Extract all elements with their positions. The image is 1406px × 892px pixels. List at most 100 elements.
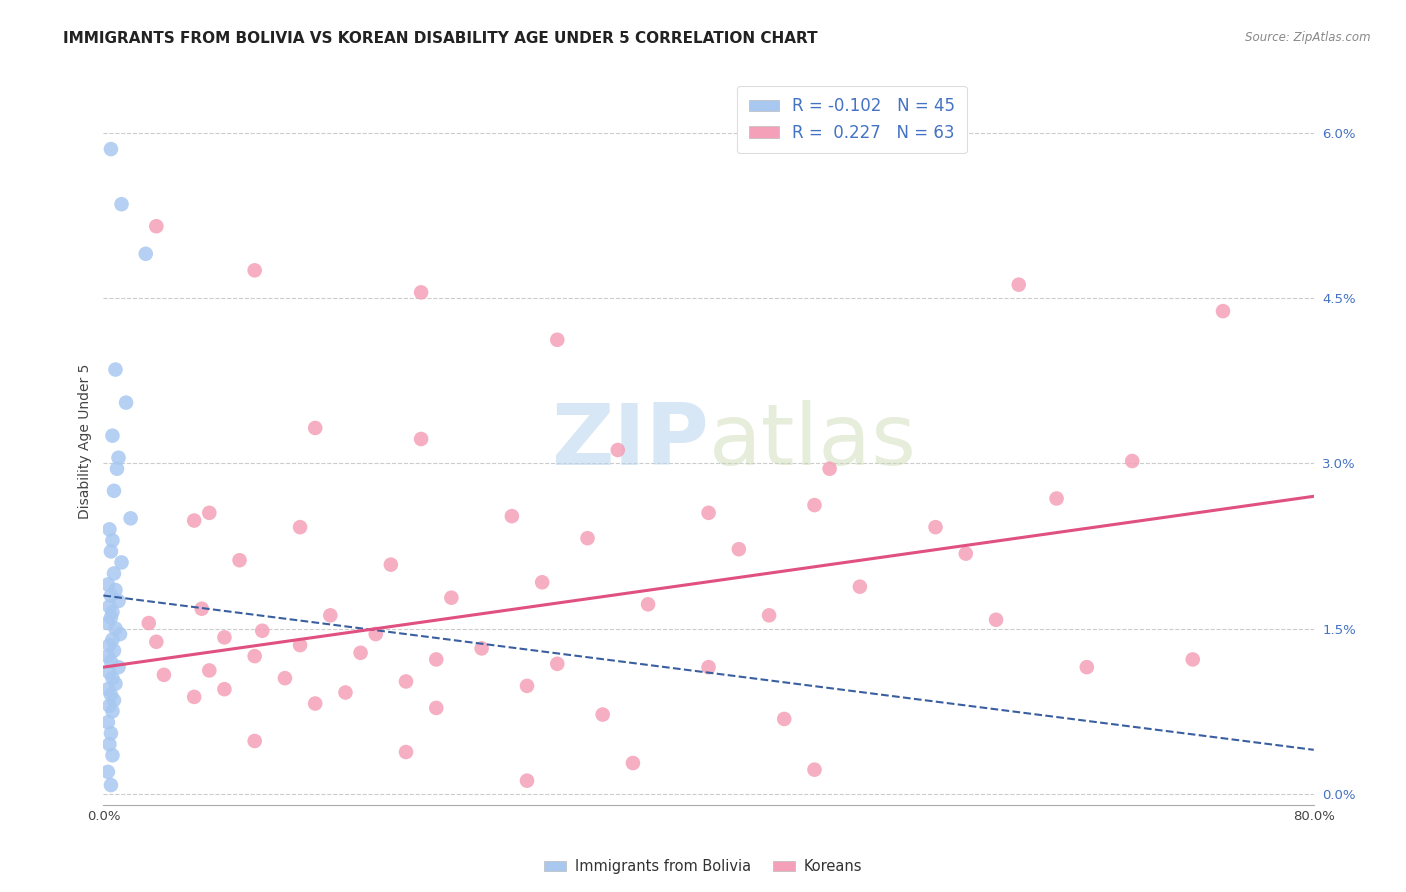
Point xyxy=(98,599,121,614)
Point xyxy=(274,671,297,685)
Point xyxy=(425,652,447,666)
Point xyxy=(803,498,825,512)
Point xyxy=(697,660,720,674)
Point xyxy=(243,649,266,664)
Point xyxy=(243,263,266,277)
Point xyxy=(103,643,125,657)
Point xyxy=(100,589,122,603)
Point xyxy=(190,601,212,615)
Point xyxy=(955,547,977,561)
Point xyxy=(107,660,129,674)
Point xyxy=(110,556,132,570)
Point xyxy=(103,693,125,707)
Y-axis label: Disability Age Under 5: Disability Age Under 5 xyxy=(79,364,93,519)
Point xyxy=(1348,296,1371,310)
Point xyxy=(104,582,127,597)
Point xyxy=(1212,304,1234,318)
Point xyxy=(228,553,250,567)
Point xyxy=(349,646,371,660)
Point xyxy=(1181,652,1204,666)
Point xyxy=(214,631,236,645)
Point xyxy=(97,649,120,664)
Point xyxy=(100,142,122,156)
Point xyxy=(380,558,402,572)
Point xyxy=(1008,277,1031,292)
Point xyxy=(319,608,342,623)
Point xyxy=(97,715,120,730)
Point xyxy=(592,707,614,722)
Point xyxy=(135,247,157,261)
Point xyxy=(100,688,122,702)
Point xyxy=(516,679,538,693)
Point xyxy=(516,773,538,788)
Point xyxy=(103,566,125,581)
Point xyxy=(101,632,124,647)
Point xyxy=(100,655,122,669)
Point xyxy=(818,461,841,475)
Point xyxy=(138,615,160,630)
Point xyxy=(849,580,872,594)
Point xyxy=(153,668,176,682)
Point xyxy=(198,506,221,520)
Point xyxy=(101,428,124,442)
Point xyxy=(100,726,122,740)
Point xyxy=(214,682,236,697)
Point xyxy=(101,605,124,619)
Point xyxy=(145,634,167,648)
Point xyxy=(103,483,125,498)
Point xyxy=(145,219,167,234)
Text: ZIP: ZIP xyxy=(551,400,709,483)
Point xyxy=(288,520,311,534)
Point xyxy=(411,285,433,300)
Point xyxy=(101,704,124,718)
Point xyxy=(101,671,124,685)
Point xyxy=(395,674,418,689)
Point xyxy=(364,627,387,641)
Point xyxy=(758,608,780,623)
Point xyxy=(984,613,1007,627)
Point xyxy=(120,511,142,525)
Point xyxy=(440,591,463,605)
Point xyxy=(108,627,131,641)
Point xyxy=(115,395,138,409)
Point xyxy=(98,665,121,680)
Point xyxy=(97,615,120,630)
Point xyxy=(183,514,205,528)
Point xyxy=(335,685,357,699)
Point xyxy=(621,756,644,770)
Point xyxy=(105,461,128,475)
Legend: Immigrants from Bolivia, Koreans: Immigrants from Bolivia, Koreans xyxy=(538,854,868,880)
Point xyxy=(97,682,120,697)
Point xyxy=(100,610,122,624)
Point xyxy=(1121,454,1143,468)
Point xyxy=(501,509,523,524)
Point xyxy=(101,533,124,548)
Point xyxy=(288,638,311,652)
Point xyxy=(104,622,127,636)
Point xyxy=(924,520,946,534)
Point xyxy=(107,450,129,465)
Point xyxy=(727,542,749,557)
Point xyxy=(252,624,274,638)
Point xyxy=(1045,491,1067,506)
Point xyxy=(107,594,129,608)
Point xyxy=(1076,660,1098,674)
Point xyxy=(425,701,447,715)
Point xyxy=(546,657,568,671)
Point xyxy=(697,506,720,520)
Text: IMMIGRANTS FROM BOLIVIA VS KOREAN DISABILITY AGE UNDER 5 CORRELATION CHART: IMMIGRANTS FROM BOLIVIA VS KOREAN DISABI… xyxy=(63,31,818,46)
Point xyxy=(110,197,132,211)
Point xyxy=(531,575,554,590)
Point xyxy=(546,333,568,347)
Point xyxy=(183,690,205,704)
Text: Source: ZipAtlas.com: Source: ZipAtlas.com xyxy=(1246,31,1371,45)
Point xyxy=(97,764,120,779)
Point xyxy=(100,778,122,792)
Point xyxy=(773,712,796,726)
Point xyxy=(101,748,124,763)
Point xyxy=(606,442,628,457)
Point xyxy=(395,745,418,759)
Point xyxy=(97,577,120,591)
Legend: R = -0.102   N = 45, R =  0.227   N = 63: R = -0.102 N = 45, R = 0.227 N = 63 xyxy=(737,86,966,153)
Point xyxy=(98,522,121,536)
